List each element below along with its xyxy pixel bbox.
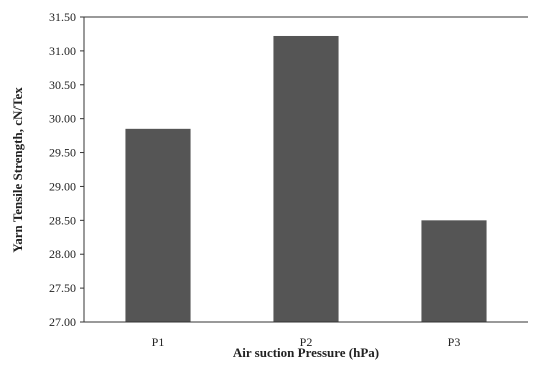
x-category-label: P3 — [448, 335, 461, 349]
bar-p3 — [421, 220, 487, 322]
y-axis-ticks: 27.00 27.50 28.00 28.50 29.00 29.50 30.00 30.50… — [49, 10, 84, 329]
y-tick-label: 31.50 — [49, 10, 76, 24]
x-category-label: P2 — [300, 335, 313, 349]
y-axis-title: Yarn Tensile Strength, cN/Tex — [10, 87, 25, 253]
bars — [125, 35, 487, 322]
x-axis-title: Air suction Pressure (hPa) — [233, 345, 379, 360]
y-tick-label: 29.50 — [49, 146, 76, 160]
y-tick-label: 27.50 — [49, 281, 76, 295]
x-axis-category-labels: P1 P2 P3 — [152, 335, 461, 349]
y-tick-label: 28.50 — [49, 213, 76, 227]
y-tick-label: 31.00 — [49, 44, 76, 58]
y-tick-label: 29.00 — [49, 179, 76, 193]
y-tick-label: 28.00 — [49, 247, 76, 261]
x-category-label: P1 — [152, 335, 165, 349]
y-tick-label: 27.00 — [49, 315, 76, 329]
y-tick-label: 30.00 — [49, 112, 76, 126]
bar-p2 — [273, 35, 339, 322]
y-tick-label: 30.50 — [49, 78, 76, 92]
bar-p1 — [125, 128, 191, 322]
